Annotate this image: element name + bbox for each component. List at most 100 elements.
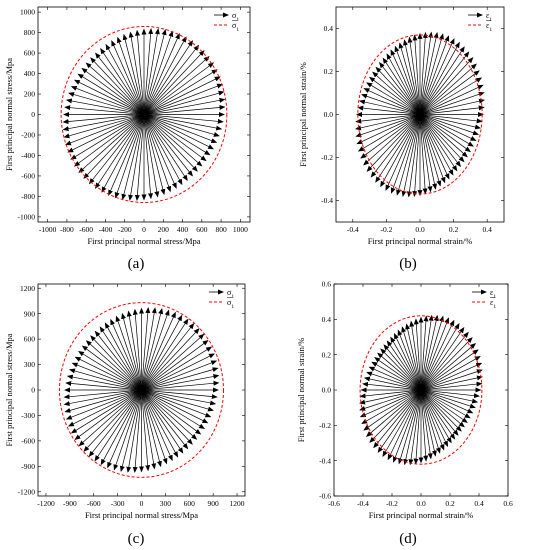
stress-arrow [408,389,422,466]
stress-arrow [143,114,203,167]
legend-label-2: σ1 [232,21,239,33]
stress-arrow [113,389,142,471]
x-tick-label: -1200 [37,499,55,508]
stress-arrow [143,27,154,115]
stress-arrow [143,104,226,115]
x-axis-title: First principal normal strain/% [369,510,474,520]
stress-arrow [357,105,421,115]
stress-arrow [375,66,421,115]
stress-arrow [420,389,452,444]
stress-arrow [143,97,226,115]
stress-arrow [64,114,145,146]
stress-arrow [71,362,142,391]
stress-arrow [420,389,449,448]
stress-arrow [94,330,142,391]
stress-arrow [126,389,142,473]
stress-arrow [132,389,142,473]
stress-arrow [419,114,479,136]
y-tick-label: -900 [21,462,35,471]
stress-arrow [374,357,422,391]
stress-arrow [419,114,458,172]
y-tick-label: 0.6 [322,280,332,289]
x-tick-label: 0.4 [474,499,484,508]
y-tick-label: -300 [21,411,35,420]
stress-arrow [143,114,177,189]
stress-arrow [143,69,218,115]
panel-caption: (d) [399,531,417,547]
stress-arrow [94,114,145,189]
stress-arrow [141,389,193,445]
stress-arrow [419,114,471,153]
stress-arrow [143,114,220,137]
stress-arrow [143,50,205,115]
stress-arrow [363,114,421,166]
stress-arrow [141,389,205,430]
legend-label-2: ε1 [486,21,492,33]
stress-arrow [141,389,173,462]
stress-arrow [111,40,145,115]
y-tick-label: 800 [24,28,36,37]
y-tick-label: 400 [24,69,36,78]
x-tick-label: -0.4 [347,225,359,234]
stress-arrow [420,314,439,391]
stress-arrow [68,92,145,115]
stress-arrow [419,91,485,115]
stress-arrow [382,57,421,115]
panel-caption: (a) [128,256,145,272]
stress-arrow [100,47,145,115]
y-tick-label: -0.6 [319,492,331,501]
stress-arrow [121,114,145,201]
stress-arrow [64,105,145,115]
stress-arrow [372,71,421,115]
y-tick-label: 0 [31,110,35,119]
x-tick-label: -600 [87,499,101,508]
stress-arrow [420,389,445,451]
y-tick-label: -400 [21,151,35,160]
stress-arrow [141,353,215,391]
stress-arrow [63,114,145,139]
stress-arrow [90,335,142,391]
stress-arrow [397,329,422,391]
stress-arrow [419,31,434,115]
stress-arrow [387,389,422,461]
y-tick-label: -600 [21,172,35,181]
stress-arrow [132,308,142,391]
stress-arrow [141,311,176,391]
stress-arrow [141,380,220,391]
x-tick-label: 0 [140,499,144,508]
x-tick-label: 0.4 [483,225,493,234]
stress-arrow [419,77,483,115]
x-tick-label: -1000 [39,225,57,234]
stress-arrow [143,62,215,115]
stress-arrow [420,349,479,391]
stress-arrow [143,114,207,162]
stress-arrow [392,389,422,463]
stress-arrow [419,114,454,176]
stress-arrow [403,39,421,115]
stress-arrow [100,389,142,466]
arrow-series [355,31,485,198]
stress-arrow [355,114,421,124]
stress-arrow [419,98,485,115]
stress-arrow [143,76,221,115]
stress-arrow [420,375,483,391]
stress-arrow [143,40,194,115]
stress-arrow [419,114,446,184]
stress-arrow [420,315,444,391]
stress-arrow [88,114,145,185]
stress-arrow [359,389,422,418]
stress-arrow [141,339,209,391]
stress-arrow [360,114,421,159]
x-tick-label: 1000 [233,225,248,234]
y-tick-label: -1200 [18,487,36,496]
stress-arrow [141,307,151,391]
stress-arrow [390,49,421,115]
panel-caption: (c) [128,531,145,547]
arrow-series [62,27,226,202]
stress-arrow [65,389,142,420]
panel-a: -1000 -800 -600 -400 -200 0 200 400 600 800 1000 -1… [0,0,272,275]
stress-arrow [143,28,160,115]
stress-arrow [141,389,184,454]
stress-arrow [366,82,421,115]
